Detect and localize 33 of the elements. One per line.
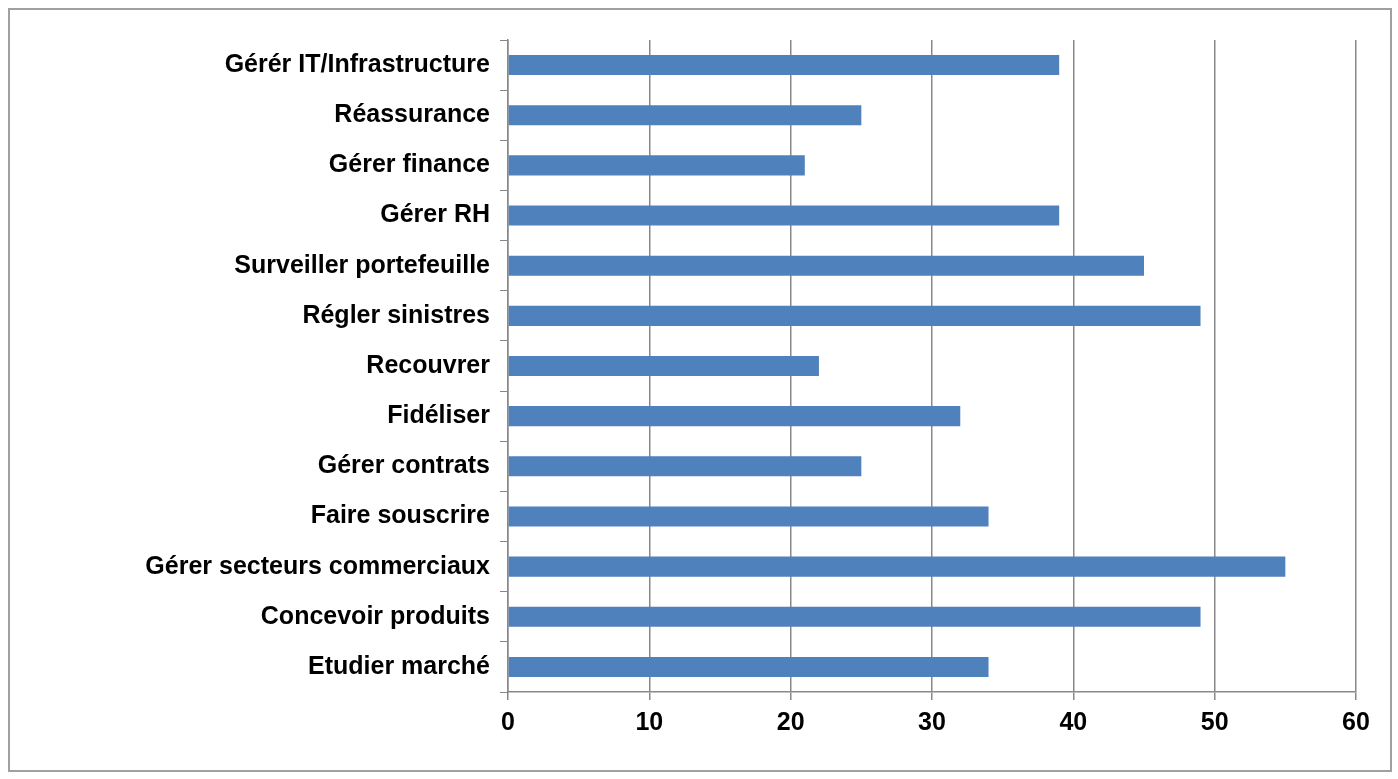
- bar: [508, 556, 1286, 577]
- y-tick-label: Recouvrer: [366, 349, 491, 378]
- bar: [508, 255, 1144, 276]
- x-tick-label: 20: [776, 706, 805, 735]
- y-tick-label: Gérer finance: [328, 149, 491, 178]
- y-tick-label: Réassurance: [334, 99, 491, 128]
- bar: [508, 406, 961, 427]
- bar: [508, 606, 1201, 627]
- y-tick-label: Régler sinistres: [302, 299, 490, 328]
- bar: [508, 456, 862, 477]
- bar: [508, 205, 1060, 226]
- x-tick-label: 0: [501, 706, 515, 735]
- bar: [508, 305, 1201, 326]
- x-tick-label: 40: [1059, 706, 1088, 735]
- y-tick-label: Gérér IT/Infrastructure: [224, 48, 491, 77]
- bar: [508, 55, 1060, 76]
- y-tick-label: Surveiller portefeuille: [234, 249, 491, 278]
- y-tick-label: Gérer secteurs commerciaux: [145, 550, 491, 579]
- bar: [508, 155, 805, 176]
- bar: [508, 506, 989, 527]
- x-tick-label: 50: [1200, 706, 1229, 735]
- y-tick-label: Gérer contrats: [317, 450, 490, 479]
- y-tick-label: Etudier marché: [307, 650, 491, 679]
- y-tick-label: Faire souscrire: [310, 500, 491, 529]
- bar: [508, 105, 862, 126]
- x-tick-label: 60: [1342, 706, 1370, 735]
- bar: [508, 355, 819, 377]
- y-tick-label: Gérer RH: [380, 199, 490, 228]
- y-tick-label: Concevoir produits: [260, 600, 490, 629]
- x-tick-label: 30: [918, 706, 946, 735]
- x-tick-label: 10: [635, 706, 664, 735]
- y-tick-label: Fidéliser: [387, 400, 491, 429]
- bar: [508, 656, 989, 677]
